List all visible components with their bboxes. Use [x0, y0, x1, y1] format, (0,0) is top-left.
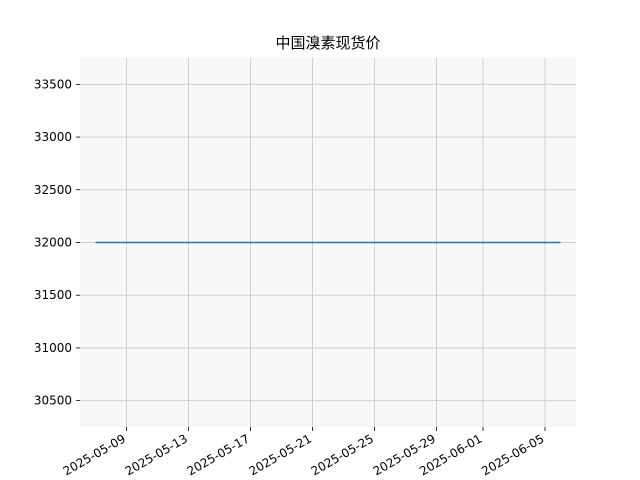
y-tick-label: 33500: [34, 77, 72, 91]
y-tick-label: 33000: [34, 130, 72, 144]
y-tick-label: 31000: [34, 341, 72, 355]
y-tick-label: 31500: [34, 288, 72, 302]
chart-title: 中国溴素现货价: [275, 34, 380, 52]
y-tick-label: 30500: [34, 394, 72, 408]
y-tick-label: 32000: [34, 236, 72, 250]
y-tick-label: 32500: [34, 183, 72, 197]
